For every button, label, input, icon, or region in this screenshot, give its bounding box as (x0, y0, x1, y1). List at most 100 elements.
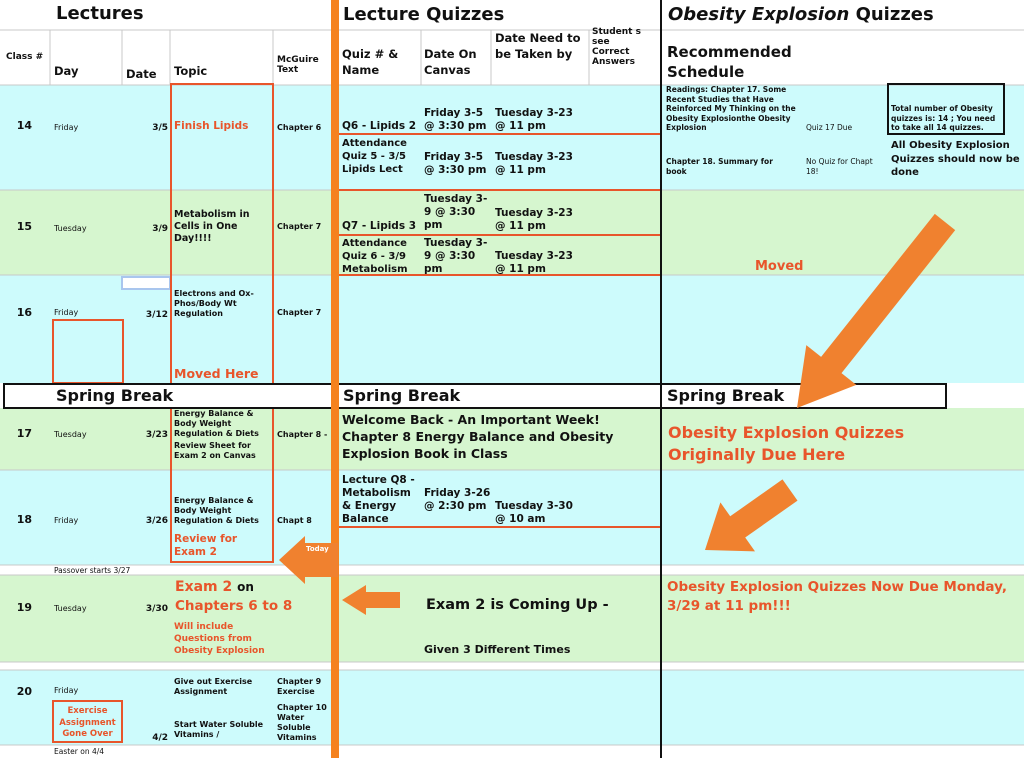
schedule-readings: Readings: Chapter 17. Some Recent Studie… (666, 85, 796, 132)
topic: Energy Balance & Body Weight Regulation … (174, 496, 259, 525)
header: McGuire Text (277, 55, 319, 75)
class-number: 20 (16, 685, 32, 698)
header: Date On Canvas (424, 47, 477, 77)
date: 3/26 (145, 516, 168, 526)
topic-note: Review for Exam 2 (174, 533, 238, 558)
header: Quiz # & Name (342, 47, 399, 77)
topic: Finish Lipids (174, 120, 249, 132)
class-number: 14 (16, 119, 32, 132)
quiz-canvas-date: Friday 3-5 @ 3:30 pm (424, 151, 487, 176)
selected-cell (121, 276, 171, 290)
text-chapter: Chapter 8 - (277, 430, 328, 439)
header: Date (126, 67, 157, 81)
quiz-note: Welcome Back - An Important Week! Chapte… (342, 412, 614, 461)
section-title: Obesity Explosion Quizzes (668, 4, 934, 26)
topic: Energy Balance & Body Weight Regulation … (174, 409, 259, 438)
topic-note: Start Water Soluble Vitamins / (174, 720, 264, 739)
class-number: 19 (16, 601, 32, 614)
text-chapter: Chapter 6 (277, 123, 322, 132)
exercise-box: Exercise Assignment Gone Over (52, 700, 123, 743)
arrow-label: Today (306, 545, 329, 553)
topic-note: Review Sheet for Exam 2 on Canvas (174, 441, 256, 460)
quiz-row-lines (339, 133, 661, 528)
text-chapter: Chapter 7 (277, 222, 322, 231)
quiz-name: Attendance Quiz 5 - 3/5 Lipids Lect (342, 138, 407, 175)
quiz-note: Exam 2 is Coming Up - (426, 597, 609, 613)
schedule-done: All Obesity Explosion Quizzes should now… (891, 140, 1020, 178)
row-note: Easter on 4/4 (54, 747, 105, 756)
schedule-quiz-due: Quiz 17 Due (806, 123, 853, 132)
row-fill (0, 575, 1024, 662)
day: Tuesday (54, 224, 87, 233)
topic-note: Will include Questions from Obesity Expl… (174, 622, 265, 656)
class-number: 17 (16, 427, 32, 440)
topic-exam: Exam 2 (175, 579, 233, 595)
quiz-canvas-date: Friday 3-26 @ 2:30 pm (424, 487, 491, 512)
date: 3/5 (152, 123, 168, 133)
topic-box (170, 83, 274, 563)
topic-chapters: Chapters 6 to 8 (175, 598, 293, 614)
day: Friday (54, 516, 79, 525)
break-label: Spring Break (343, 386, 461, 405)
day: Friday (54, 686, 79, 695)
schedule-note: Obesity Explosion Quizzes Now Due Monday… (667, 579, 1007, 614)
orange-divider (331, 0, 339, 758)
quiz-name: Q6 - Lipids 2 (342, 120, 417, 132)
topic: Give out Exercise Assignment (174, 677, 253, 696)
date: 3/30 (145, 604, 168, 614)
section-title-rest: Quizzes (855, 4, 934, 25)
quiz-due-date: Tuesday 3-23 @ 11 pm (495, 207, 573, 232)
topic: Metabolism in Cells in One Day!!!! (174, 209, 250, 244)
topic: Exam 2 on (175, 578, 254, 596)
black-divider (660, 0, 662, 758)
schedule-note: Obesity Explosion Quizzes Originally Due… (668, 423, 905, 464)
topic-on: on (237, 580, 254, 594)
schedule-chapter: Chapter 18. Summary for book (666, 157, 773, 176)
row-fill (0, 275, 1024, 383)
row-note: Passover starts 3/27 (54, 566, 131, 575)
date: 3/9 (152, 224, 168, 234)
text-chapter: Chapter 9 Exercise (277, 677, 322, 696)
header: Topic (174, 64, 208, 78)
class-number: 15 (16, 220, 32, 233)
text-chapter: Chapt 8 (277, 516, 312, 525)
quiz-due-date: Tuesday 3-23 @ 11 pm (495, 250, 573, 275)
quiz-canvas-date: Tuesday 3-9 @ 3:30 pm (424, 237, 488, 275)
schedule-note: Moved (755, 259, 804, 274)
quiz-due-date: Tuesday 3-23 @ 11 pm (495, 107, 573, 132)
total-box (887, 83, 1005, 135)
schedule-no-quiz: No Quiz for Chapt 18! (806, 157, 873, 176)
class-number: 18 (16, 513, 32, 526)
header: Date Need to be Taken by (495, 31, 581, 61)
date: 4/2 (152, 733, 168, 743)
row-fill (0, 670, 1024, 745)
header: Class # (6, 52, 44, 62)
class-number: 16 (16, 306, 32, 319)
quiz-sub: Given 3 Different Times (424, 643, 571, 656)
topic-note: Moved Here (174, 366, 259, 381)
section-title-italic: Obesity Explosion (668, 4, 850, 25)
date: 3/23 (145, 430, 168, 440)
section-title: Lectures (56, 3, 144, 24)
break-label: Spring Break (667, 386, 785, 405)
schedule-total: Total number of Obesity quizzes is: 14 ;… (891, 104, 996, 132)
text-chapter: Chapter 7 (277, 308, 322, 317)
section-title: Lecture Quizzes (343, 4, 505, 25)
quiz-due-date: Tuesday 3-30 @ 10 am (495, 500, 573, 525)
quiz-name: Lecture Q8 - Metabolism & Energy Balance (342, 474, 415, 525)
quiz-canvas-date: Tuesday 3-9 @ 3:30 pm (424, 193, 488, 231)
break-label: Spring Break (56, 386, 174, 405)
day: Friday (54, 123, 79, 132)
day: Tuesday (54, 604, 87, 613)
header: Day (54, 64, 79, 78)
quiz-name: Attendance Quiz 6 - 3/9 Metabolism (342, 238, 408, 275)
header: Student s see Correct Answers (592, 27, 641, 67)
quiz-canvas-date: Friday 3-5 @ 3:30 pm (424, 107, 487, 132)
header: Recommended Schedule (667, 43, 792, 81)
day: Friday (54, 308, 79, 317)
quiz-name: Q7 - Lipids 3 (342, 220, 417, 232)
text-chapter: Chapter 10 Water Soluble Vitamins (277, 703, 327, 742)
